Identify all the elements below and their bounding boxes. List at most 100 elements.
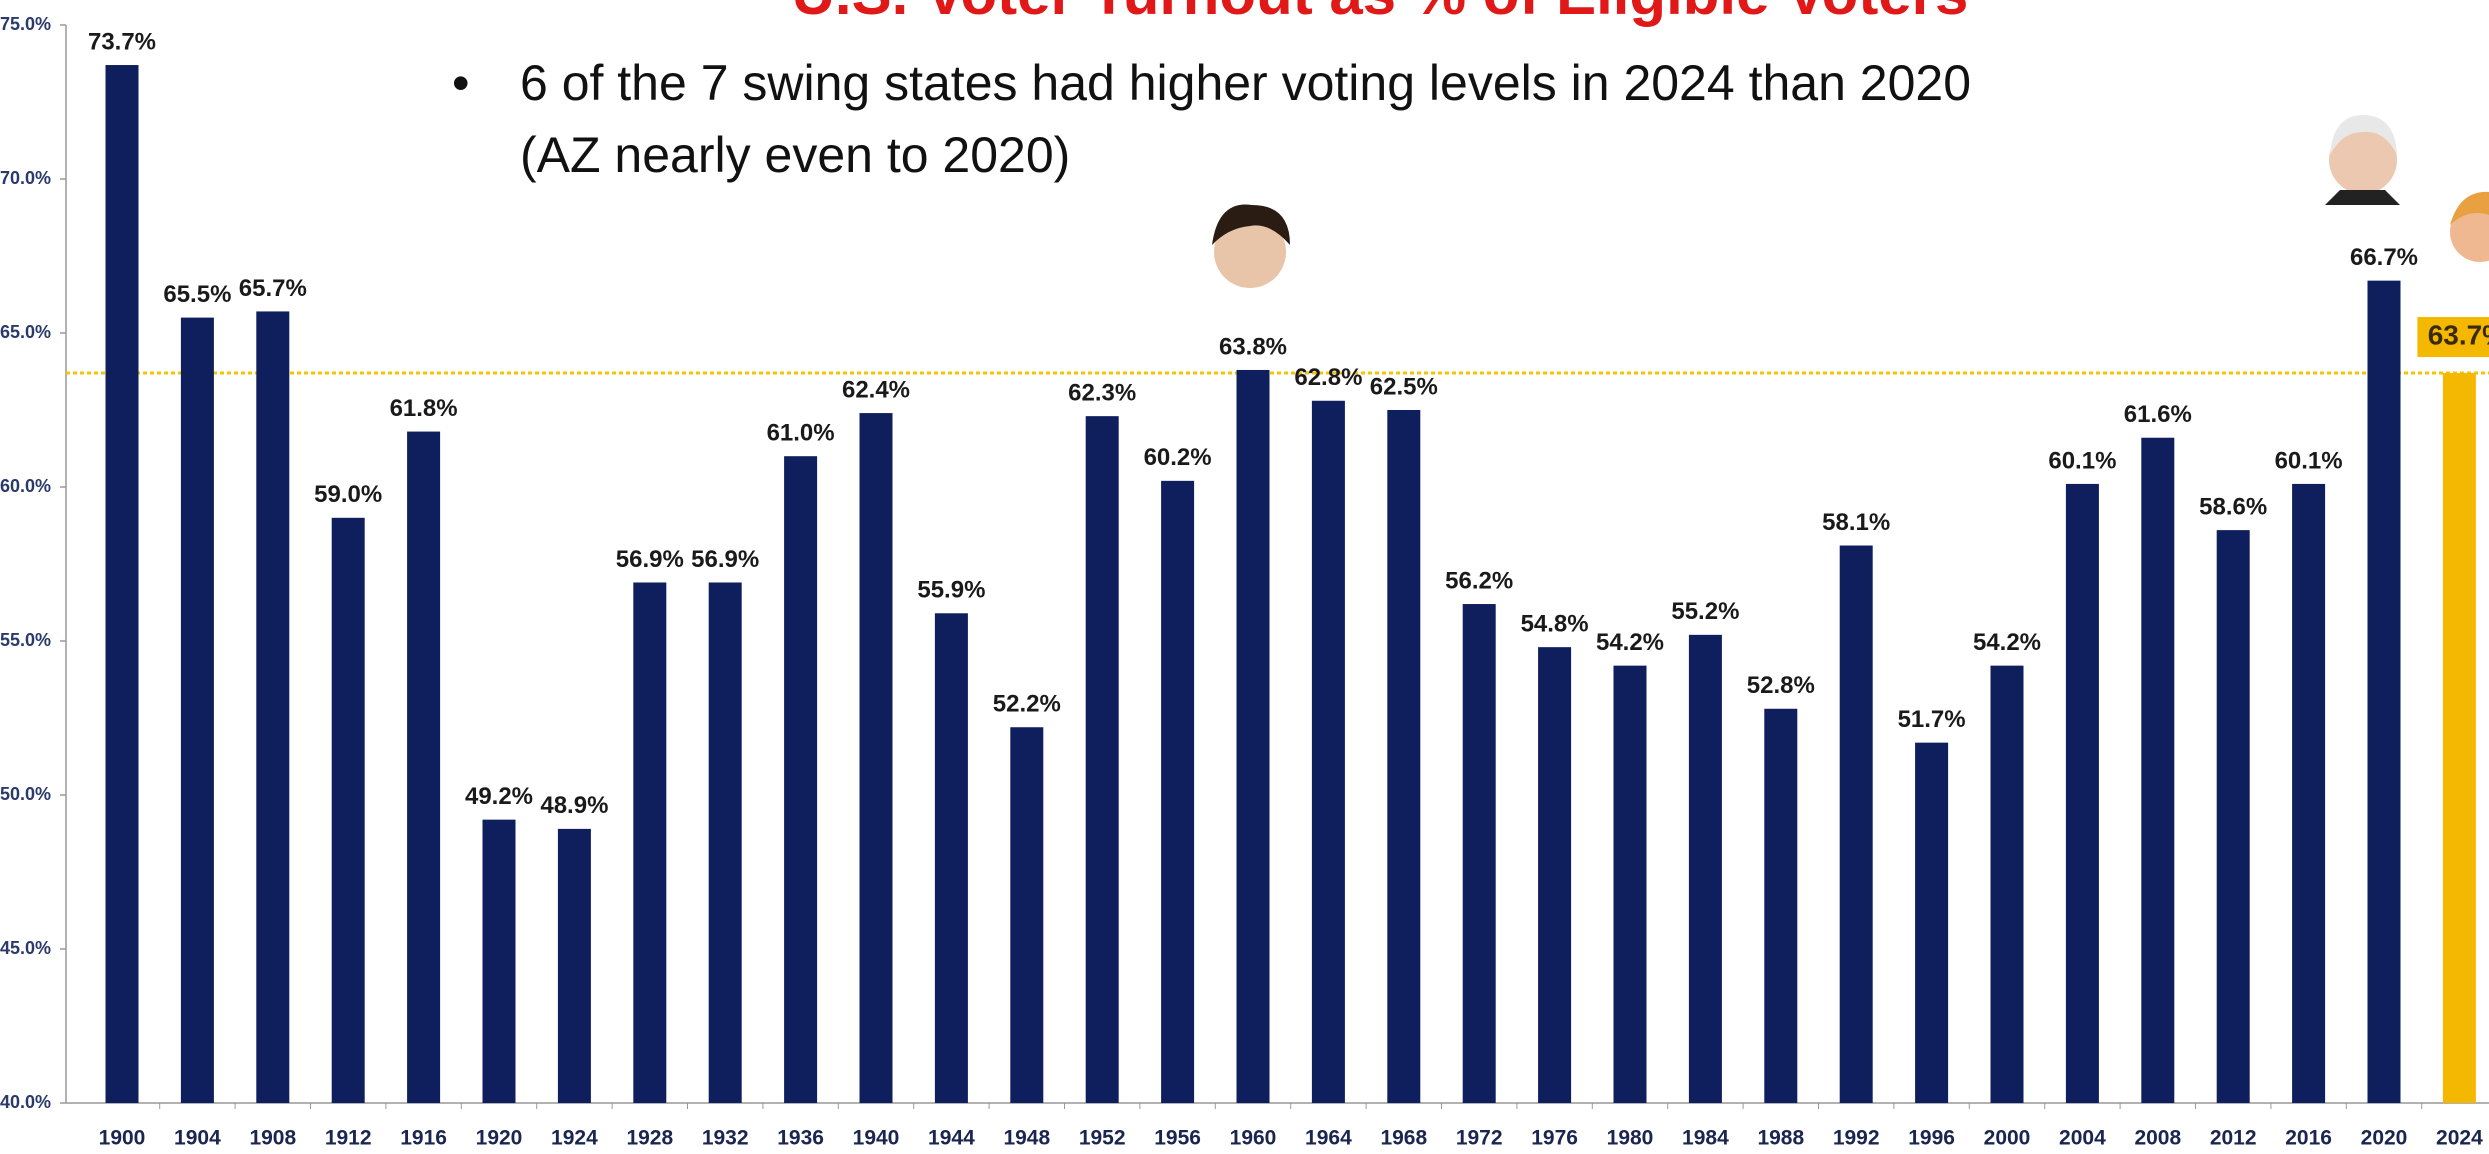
value-label: 60.2%	[1144, 444, 1212, 471]
y-tick-label: 50.0%	[0, 784, 51, 804]
bar	[2065, 483, 2099, 1103]
x-tick-label: 1984	[1682, 1127, 1729, 1150]
value-label: 55.9%	[917, 577, 985, 604]
value-label: 58.1%	[1822, 509, 1890, 536]
x-tick-label: 1904	[174, 1127, 221, 1150]
bar	[1990, 665, 2024, 1103]
bar	[256, 311, 290, 1103]
x-tick-label: 1924	[551, 1127, 598, 1150]
value-label: 56.9%	[616, 546, 684, 573]
x-tick-label: 1996	[1908, 1127, 1955, 1150]
bar	[1236, 369, 1270, 1104]
value-label: 63.8%	[1219, 333, 1287, 360]
y-tick-label: 70.0%	[0, 168, 51, 188]
value-label: 62.3%	[1068, 380, 1136, 407]
bar	[557, 828, 591, 1103]
bar	[1839, 545, 1873, 1103]
bar	[180, 317, 214, 1104]
bullet-text: (AZ nearly even to 2020)	[520, 127, 1070, 183]
x-tick-label: 2004	[2059, 1127, 2106, 1150]
x-tick-label: 1916	[400, 1127, 447, 1150]
suit	[2325, 190, 2400, 205]
y-tick-label: 60.0%	[0, 476, 51, 496]
x-tick-label: 2008	[2134, 1127, 2181, 1150]
value-label: 54.2%	[1596, 629, 1664, 656]
bar	[2216, 530, 2250, 1103]
value-label: 51.7%	[1898, 706, 1966, 733]
bar	[1538, 647, 1572, 1103]
bar	[633, 582, 667, 1103]
x-tick-label: 1928	[626, 1127, 673, 1150]
bar	[1085, 416, 1119, 1103]
face	[2329, 126, 2397, 194]
value-label: 61.8%	[390, 395, 458, 422]
bar	[1613, 665, 1647, 1103]
x-tick-label: 1972	[1456, 1127, 1503, 1150]
y-tick-label: 55.0%	[0, 630, 51, 650]
value-label: 66.7%	[2350, 244, 2418, 271]
x-tick-label: 1980	[1607, 1127, 1654, 1150]
face	[1214, 216, 1286, 288]
x-tick-label: 1900	[99, 1127, 146, 1150]
bullet-mark: •	[452, 55, 470, 111]
value-label: 58.6%	[2199, 493, 2267, 520]
value-label: 62.4%	[842, 376, 910, 403]
x-tick-label: 1908	[249, 1127, 296, 1150]
value-label: 73.7%	[88, 28, 156, 55]
bar	[934, 613, 968, 1103]
x-tick-label: 2024	[2436, 1127, 2483, 1150]
value-label: 55.2%	[1671, 598, 1739, 625]
bar	[1764, 708, 1798, 1103]
hair	[2450, 191, 2489, 225]
x-tick-label: 1964	[1305, 1127, 1352, 1150]
value-label: 62.8%	[1294, 364, 1362, 391]
x-tick-label: 1968	[1380, 1127, 1427, 1150]
value-label: 54.2%	[1973, 629, 2041, 656]
bar	[331, 517, 365, 1103]
value-label: 56.9%	[691, 546, 759, 573]
portrait	[1212, 115, 2489, 288]
chart-title: U.S. Voter Turnout as % of Eligible Vote…	[792, 0, 1969, 27]
x-tick-label: 1932	[702, 1127, 749, 1150]
bar	[2367, 280, 2401, 1103]
value-label: 52.8%	[1747, 672, 1815, 699]
bar	[482, 819, 516, 1103]
x-tick-label: 1940	[853, 1127, 900, 1150]
x-tick-label: 2000	[1984, 1127, 2031, 1150]
x-tick-label: 1976	[1531, 1127, 1578, 1150]
x-tick-label: 1956	[1154, 1127, 1201, 1150]
value-label: 52.2%	[993, 691, 1061, 718]
value-label: 60.1%	[2048, 447, 2116, 474]
bar	[1161, 480, 1195, 1104]
bar	[1010, 727, 1044, 1103]
bullet-text: 6 of the 7 swing states had higher votin…	[520, 55, 1971, 111]
hair	[1212, 204, 1290, 245]
bar	[859, 413, 893, 1104]
x-tick-label: 1912	[325, 1127, 372, 1150]
hair	[2330, 115, 2397, 155]
x-tick-label: 1988	[1757, 1127, 1804, 1150]
y-tick-label: 45.0%	[0, 938, 51, 958]
bar	[1915, 742, 1949, 1103]
bar	[105, 65, 139, 1103]
x-tick-label: 1952	[1079, 1127, 1126, 1150]
value-label-box	[2417, 317, 2489, 358]
x-tick-label: 1992	[1833, 1127, 1880, 1150]
value-label: 61.6%	[2124, 401, 2192, 428]
bar	[2141, 437, 2175, 1104]
bar	[1688, 634, 1722, 1103]
y-tick-label: 75.0%	[0, 14, 51, 34]
x-tick-label: 2012	[2210, 1127, 2257, 1150]
value-label: 65.5%	[163, 281, 231, 308]
bar	[708, 582, 742, 1103]
bar	[784, 456, 818, 1103]
x-tick-label: 2020	[2361, 1127, 2408, 1150]
y-tick-label: 65.0%	[0, 322, 51, 342]
value-label: 62.5%	[1370, 373, 1438, 400]
value-label: 56.2%	[1445, 567, 1513, 594]
bar	[1462, 604, 1496, 1103]
value-label: 48.9%	[540, 792, 608, 819]
x-tick-label: 1944	[928, 1127, 975, 1150]
x-tick-label: 1920	[476, 1127, 523, 1150]
